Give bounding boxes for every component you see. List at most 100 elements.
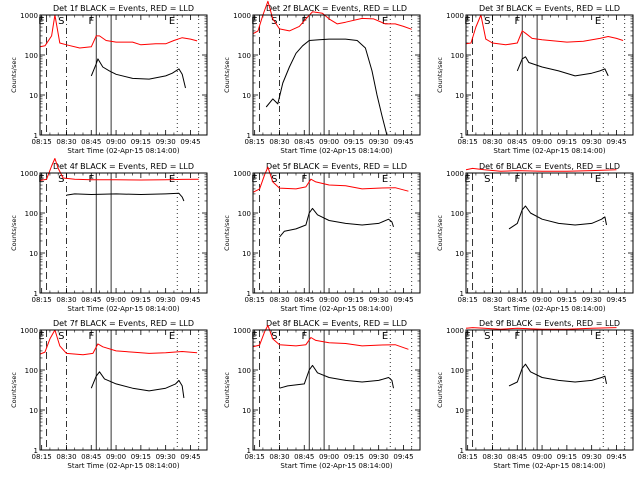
x-axis-label: Start Time (02-Apr-15 08:14:00) [67,147,179,155]
series-line-red-lld [465,14,624,46]
marker-label: S [484,331,490,342]
marker-label: S [484,174,490,185]
y-axis-label: Counts/sec [10,372,18,408]
marker-label: E [169,16,175,27]
series-line-black-events [66,192,185,202]
y-tick-label: 10 [455,407,464,415]
x-axis-label: Start Time (02-Apr-15 08:14:00) [280,462,392,470]
marker-label: S [271,174,277,185]
y-tick-label: 100 [451,367,464,375]
x-tick-label: 08:15 [245,453,265,461]
x-tick-label: 08:15 [32,138,52,146]
x-tick-label: 09:00 [319,296,339,304]
marker-label: F [88,331,94,342]
x-tick-label: 09:15 [557,296,577,304]
y-tick-label: 10 [242,250,251,258]
y-tick-label: 100 [238,52,251,60]
marker-label: E [464,331,470,342]
x-axis-label: Start Time (02-Apr-15 08:14:00) [280,305,392,313]
panel-det-8f: Det 8f BLACK = Events, RED = LLD 1 10 100 10… [223,319,421,470]
y-tick-label: 1000 [446,327,464,335]
panel-det-3f: Det 3f BLACK = Events, RED = LLD 1 10 100 10… [436,4,634,155]
x-tick-label: 09:45 [393,296,413,304]
marker-label: E [464,174,470,185]
y-axis-label: Counts/sec [223,372,231,408]
y-tick-label: 1000 [233,327,251,335]
series-line-black-events [508,363,607,387]
panel-title: Det 2f BLACK = Events, RED = LLD [266,4,407,13]
marker-label: F [301,331,307,342]
x-axis-label: Start Time (02-Apr-15 08:14:00) [493,462,605,470]
x-tick-label: 08:30 [56,296,76,304]
x-tick-label: 09:00 [106,296,126,304]
x-tick-label: 08:15 [245,296,265,304]
series-line-red-lld [465,167,617,172]
x-tick-label: 08:30 [482,138,502,146]
marker-label: E [595,331,601,342]
x-tick-label: 08:45 [294,138,314,146]
y-axis-label: Counts/sec [223,215,231,251]
y-tick-label: 10 [29,250,38,258]
plot-frame [252,329,421,451]
plot-frame [465,14,634,136]
x-tick-label: 08:45 [507,296,527,304]
x-tick-label: 09:15 [344,453,364,461]
marker-label: E [464,16,470,27]
x-tick-label: 09:00 [532,138,552,146]
marker-label: E [38,174,44,185]
x-tick-label: 09:15 [557,453,577,461]
y-axis-label: Counts/sec [10,215,18,251]
y-tick-label: 1 [247,447,251,455]
plot-frame [39,172,208,294]
marker-label: E [382,174,388,185]
plot-frame [39,14,208,136]
series-line-red-lld [39,14,198,49]
x-tick-label: 09:30 [582,453,602,461]
marker-label: F [514,331,520,342]
x-tick-label: 08:15 [32,453,52,461]
marker-label: E [38,331,44,342]
y-tick-label: 100 [25,52,38,60]
x-tick-label: 08:15 [458,296,478,304]
panel-title: Det 9f BLACK = Events, RED = LLD [479,319,620,328]
marker-label: E [251,16,257,27]
x-tick-label: 08:30 [482,296,502,304]
x-tick-label: 09:15 [131,453,151,461]
marker-label: F [301,16,307,27]
x-tick-label: 08:15 [32,296,52,304]
x-tick-label: 09:45 [393,138,413,146]
y-tick-label: 10 [29,407,38,415]
y-tick-label: 1000 [446,170,464,178]
x-tick-label: 09:30 [582,138,602,146]
x-tick-label: 09:45 [180,453,200,461]
x-tick-label: 09:15 [131,138,151,146]
y-tick-label: 1 [34,447,38,455]
y-tick-label: 10 [455,250,464,258]
x-tick-label: 09:45 [606,296,626,304]
panel-title: Det 5f BLACK = Events, RED = LLD [266,162,407,171]
marker-label: S [58,174,64,185]
y-tick-label: 100 [25,367,38,375]
y-tick-label: 1 [247,132,251,140]
x-tick-label: 08:15 [458,453,478,461]
series-line-red-lld [252,324,409,350]
x-tick-label: 09:45 [180,138,200,146]
y-tick-label: 1 [34,132,38,140]
x-tick-label: 09:30 [582,296,602,304]
marker-label: S [271,331,277,342]
series-line-red-lld [39,329,198,356]
panel-title: Det 3f BLACK = Events, RED = LLD [479,4,620,13]
x-axis-label: Start Time (02-Apr-15 08:14:00) [67,305,179,313]
marker-label: F [514,174,520,185]
x-tick-label: 08:45 [294,453,314,461]
y-tick-label: 100 [238,367,251,375]
y-tick-label: 10 [242,407,251,415]
x-tick-label: 09:15 [344,296,364,304]
marker-label: E [251,174,257,185]
y-tick-label: 100 [25,210,38,218]
x-tick-label: 09:15 [344,138,364,146]
x-tick-label: 09:45 [393,453,413,461]
series-line-black-events [90,371,185,399]
marker-label: E [595,174,601,185]
